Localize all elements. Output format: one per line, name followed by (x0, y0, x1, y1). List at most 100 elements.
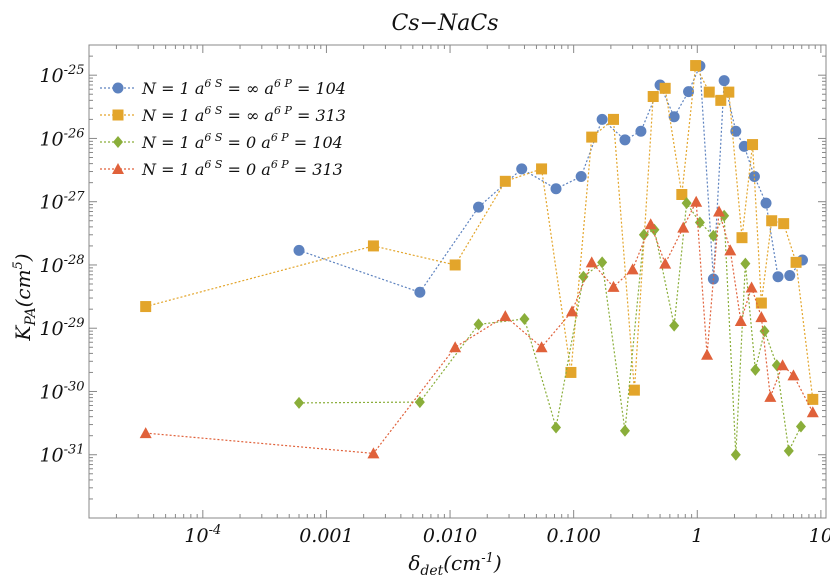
series-1-point (516, 163, 528, 175)
series-3-point (740, 257, 751, 270)
legend-label: N = 1 a6 S = 0 a6 P = 104 (141, 131, 343, 152)
y-tick-label: 10-25 (39, 63, 84, 87)
y-tick-label: 10-29 (39, 316, 84, 340)
legend-marker (112, 82, 124, 94)
series-3-point (414, 396, 425, 409)
series-1-point (718, 75, 730, 87)
series-3-point (473, 318, 484, 331)
series-1-point (293, 244, 305, 256)
series-4-point (499, 310, 512, 322)
series-2-point (659, 82, 671, 94)
series-4-point (449, 341, 462, 353)
series-3-point (294, 396, 305, 409)
series-4-point (806, 406, 819, 418)
y-axis-ticks: 10-31 10-30 10-29 10-28 10-27 10-26 10-25 (39, 55, 826, 519)
legend-label: N = 1 a6 S = ∞ a6 P = 313 (141, 104, 346, 125)
y-tick-label: 10-31 (39, 443, 84, 467)
series-4-line (145, 199, 814, 455)
series-2-point (449, 259, 461, 271)
series-1-point (784, 270, 796, 282)
series-2-point (778, 218, 790, 230)
series-3-point (619, 424, 630, 437)
series-4-point (585, 256, 598, 268)
y-tick-label: 10-30 (39, 379, 84, 403)
legend-item-2: N = 1 a6 S = ∞ a6 P = 313 (100, 104, 346, 125)
series-4-point (626, 263, 639, 275)
series-4-point (764, 390, 777, 402)
series-2-point (536, 163, 548, 175)
series-3-line (299, 201, 802, 455)
legend-label: N = 1 a6 S = 0 a6 P = 313 (141, 158, 343, 179)
series-2-point (723, 86, 735, 98)
series-1-point (668, 111, 680, 123)
series-4-point (139, 427, 152, 439)
series-4-point (713, 205, 726, 217)
series-4 (139, 195, 819, 459)
series-1-point (414, 286, 426, 298)
y-axis-label: KPA(cm5) (11, 253, 39, 341)
series-2 (140, 60, 819, 405)
series-3-point (759, 325, 770, 338)
plot-area-border (88, 44, 827, 519)
plot-frame (88, 44, 827, 519)
series-1-line (298, 65, 803, 293)
series-2-point (647, 91, 659, 103)
series-4-point (566, 305, 579, 317)
series-4-point (367, 447, 380, 459)
series-2-point (766, 215, 778, 227)
series-1-point (738, 140, 750, 152)
series-3-point (750, 363, 761, 376)
series-3-point (681, 197, 692, 210)
series-1-point (473, 201, 485, 213)
series-3-point (597, 256, 608, 269)
series-4-point (535, 341, 548, 353)
series-2-point (790, 256, 802, 268)
series-2-point (690, 60, 702, 72)
legend-marker (113, 136, 123, 148)
series-4-point (677, 221, 690, 233)
series-3-point (708, 229, 719, 242)
legend-label: N = 1 a6 S = ∞ a6 P = 104 (141, 77, 346, 98)
series-2-point (367, 240, 379, 252)
x-tick-label: 10 (809, 525, 830, 547)
series-4-point (745, 281, 758, 293)
series-2-point (607, 113, 619, 125)
series-1-point (575, 171, 587, 183)
series-3-point (795, 420, 806, 433)
series-3 (294, 197, 806, 461)
series-2-point (499, 175, 511, 187)
legend-item-4: N = 1 a6 S = 0 a6 P = 313 (100, 158, 343, 179)
series-layer (139, 60, 819, 461)
series-3-point (669, 319, 680, 332)
series-2-point (565, 366, 577, 378)
series-2-point (140, 301, 152, 313)
series-1-point (683, 86, 695, 98)
series-1-point (619, 134, 631, 146)
series-4-point (734, 315, 747, 327)
series-4-point (755, 311, 768, 323)
series-2-point (715, 94, 727, 106)
series-1-point (550, 183, 562, 195)
series-2-point (747, 139, 759, 151)
series-1-point (748, 171, 760, 183)
series-2-point (676, 188, 688, 200)
series-3-point (638, 228, 649, 241)
series-1-point (760, 197, 772, 209)
series-3-point (694, 216, 705, 229)
y-tick-label: 10-28 (39, 253, 84, 277)
x-axis-label: δdet(cm-1) (408, 551, 501, 578)
series-3-point (578, 270, 589, 283)
series-3-point (730, 448, 741, 461)
series-4-point (607, 280, 620, 292)
series-4-point (724, 244, 737, 256)
x-tick-label: 0.100 (546, 525, 600, 547)
y-tick-label: 10-27 (39, 190, 85, 214)
series-4-point (659, 257, 672, 269)
series-3-point (519, 312, 530, 325)
series-4-point (690, 195, 703, 207)
x-axis-ticks: 10-4 0.001 0.010 0.100 1 10 (115, 45, 830, 547)
series-3-point (551, 421, 562, 434)
x-tick-label: 0.001 (299, 525, 353, 547)
series-2-point (736, 232, 748, 244)
